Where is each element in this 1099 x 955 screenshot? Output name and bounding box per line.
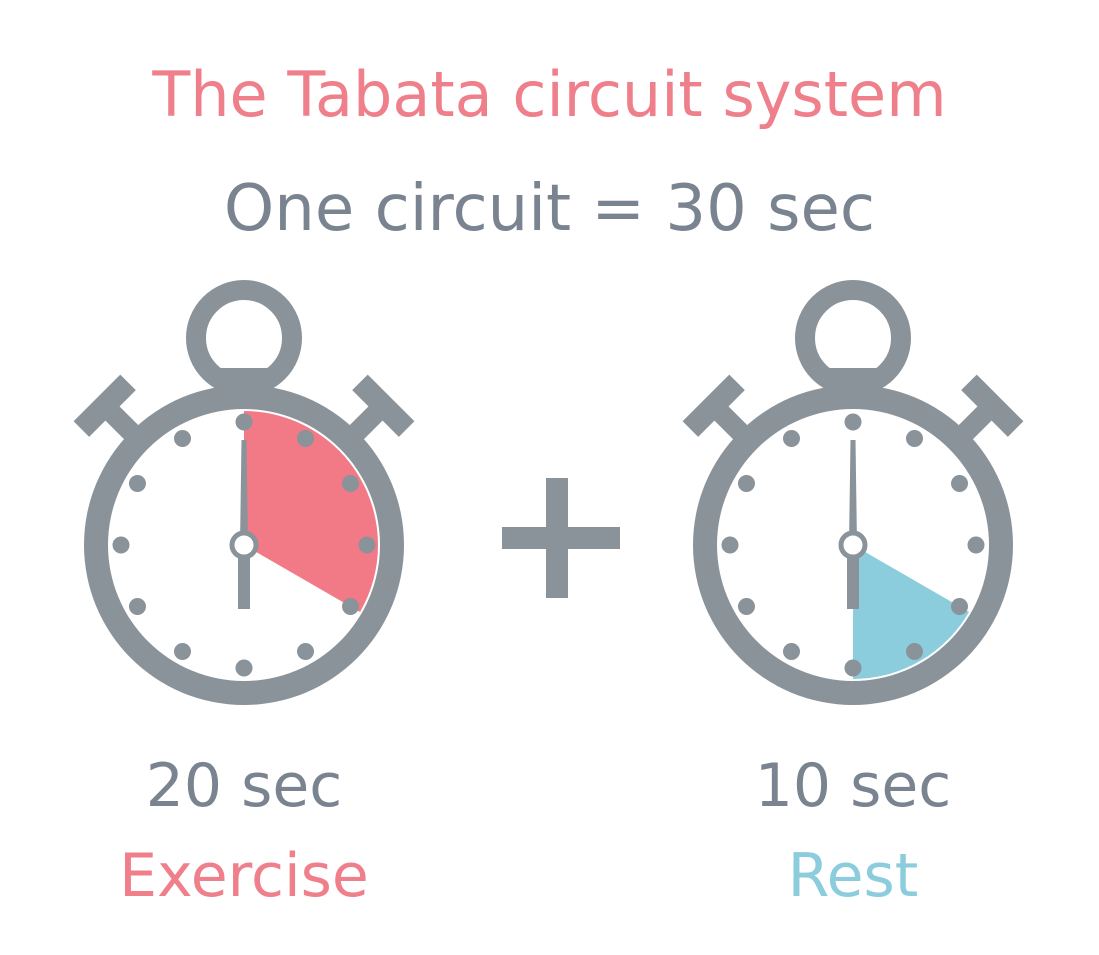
tick-mark [342,475,360,492]
tick-mark [128,598,146,615]
exercise-label: Exercise [119,841,369,911]
hand-hub [229,530,259,560]
tick-mark [342,598,360,615]
elapsed-sector [853,545,970,679]
tick-mark [783,429,800,447]
elapsed-sector [244,411,379,612]
plus-icon [502,478,620,598]
stopwatch-icon-exercise [73,280,415,705]
tick-mark [174,643,191,661]
short-hand [847,545,859,609]
page-title: The Tabata circuit system [152,58,947,131]
rest-caption: 10 sec Rest [653,741,1053,921]
tick-mark [844,659,862,677]
tick-mark [844,413,862,431]
tick-mark [783,643,800,661]
exercise-caption: 20 sec Exercise [44,741,444,921]
tick-mark [235,659,253,677]
tick-mark [112,536,130,554]
tick-mark [951,475,969,492]
short-hand [238,545,250,609]
tick-mark [737,475,755,492]
tick-mark [967,536,985,554]
tick-mark [737,598,755,615]
tick-mark [235,413,253,431]
stopwatch-icon-rest [682,280,1024,705]
exercise-duration: 20 sec [145,751,343,821]
rest-duration: 10 sec [754,751,952,821]
tick-mark [906,429,923,447]
plus-bar [502,527,620,549]
circuit-duration: One circuit = 30 sec [223,172,876,246]
tick-mark [721,536,739,554]
tick-mark [358,536,376,554]
tick-mark [297,643,314,661]
long-hand [240,440,248,545]
hand-hub [838,530,868,560]
tick-mark [128,475,146,492]
tick-mark [297,429,314,447]
long-hand [849,440,857,545]
tick-mark [174,429,191,447]
rest-label: Rest [787,841,919,911]
tick-mark [951,598,969,615]
tick-mark [906,643,923,661]
